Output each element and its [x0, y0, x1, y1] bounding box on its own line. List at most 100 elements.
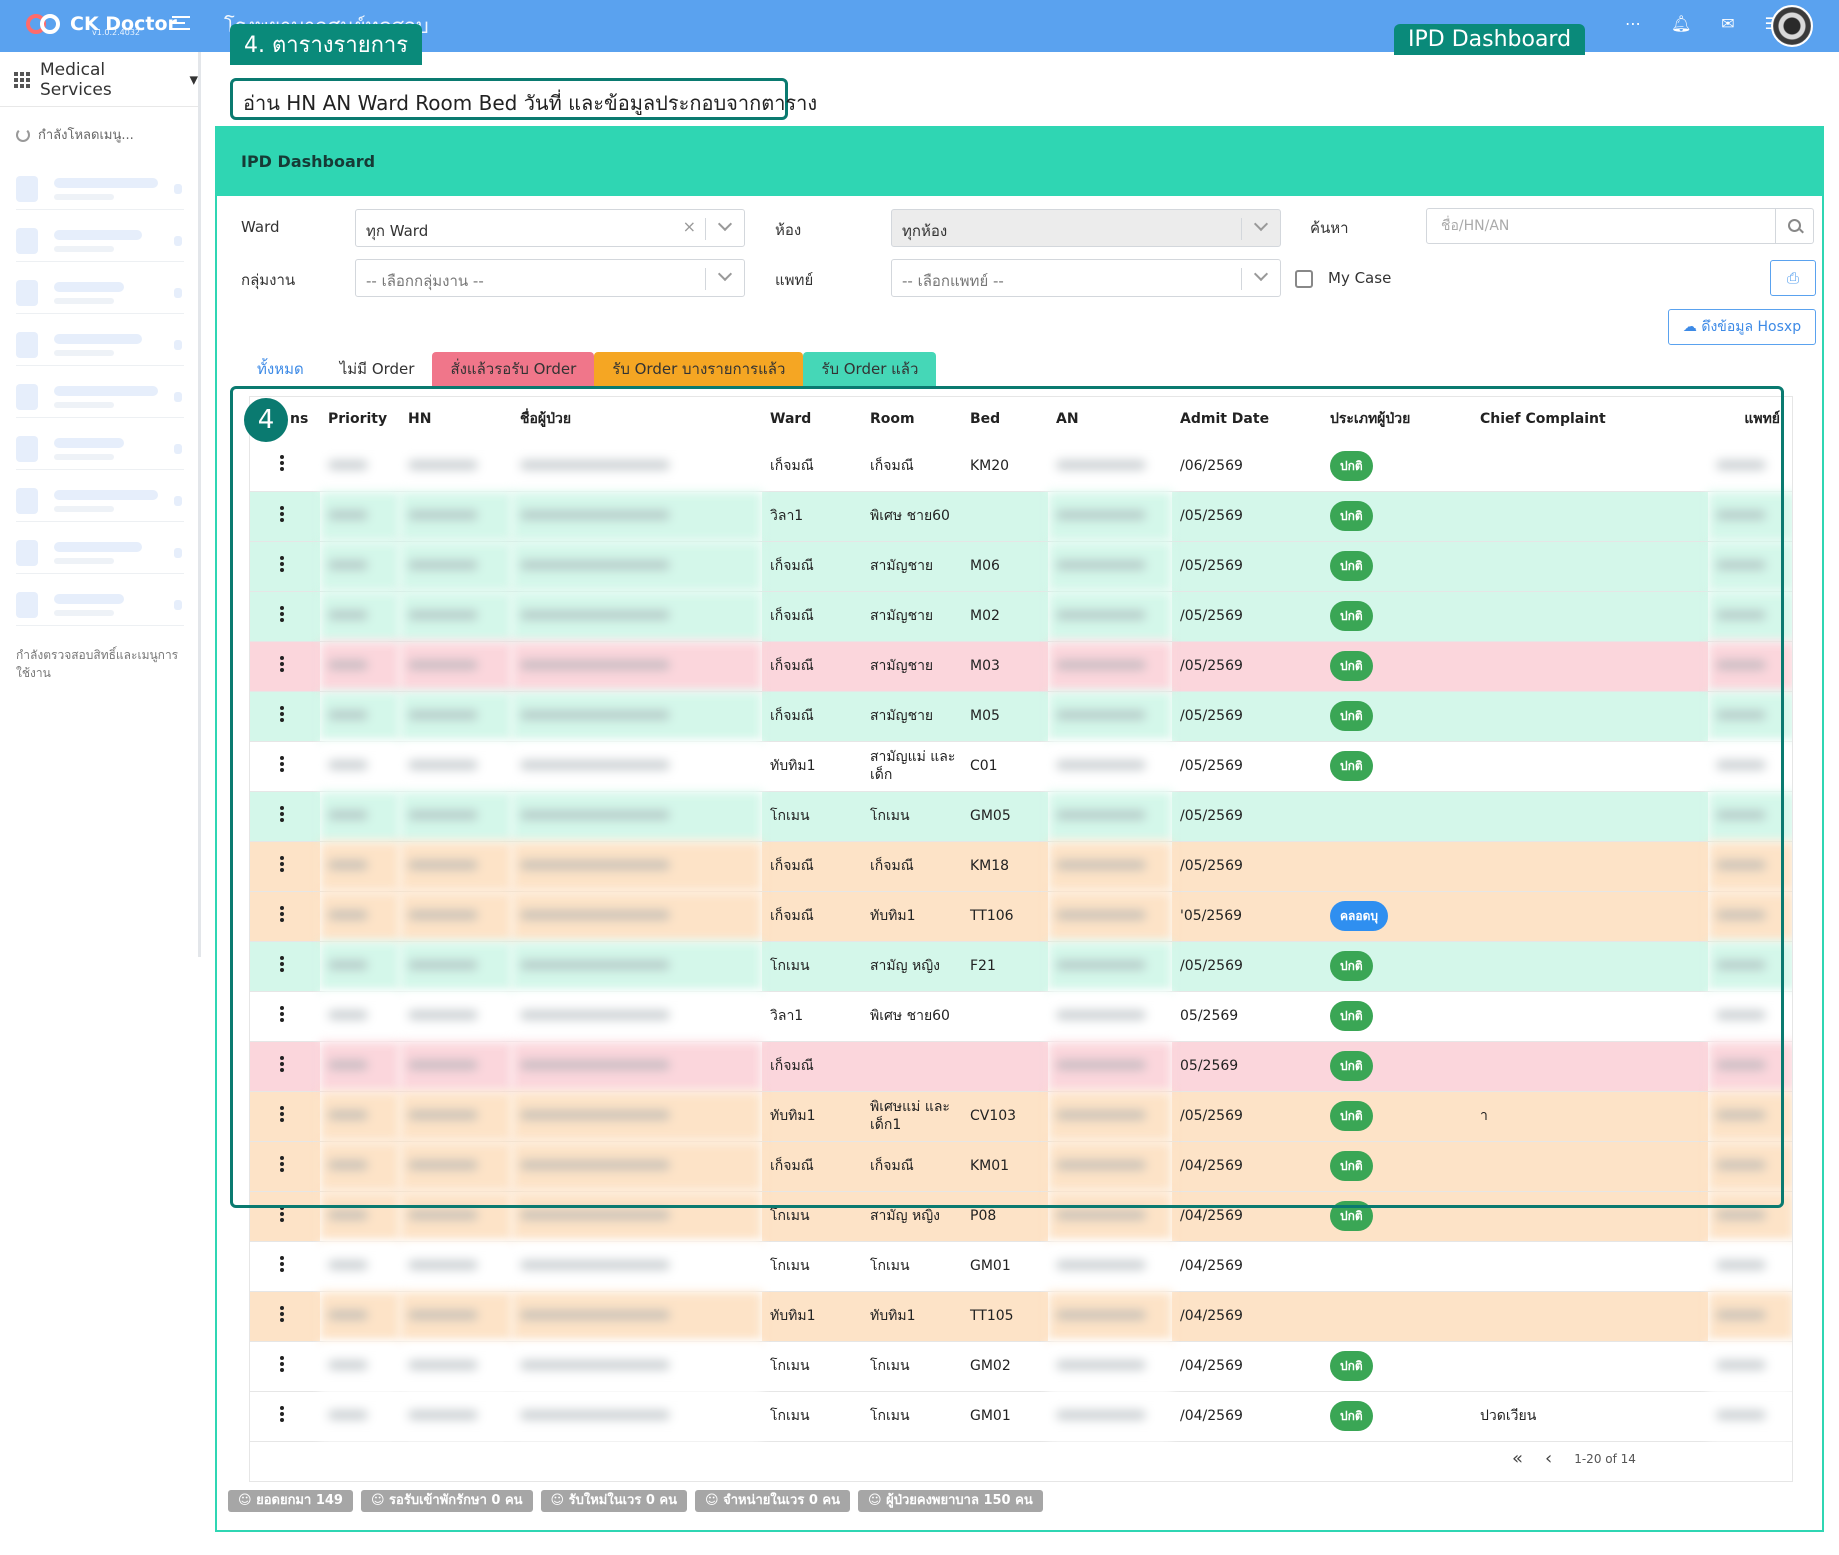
patient-table-container[interactable]: ns Priority HN ชื่อผู้ป่วย Ward Room Bed… [249, 396, 1793, 1482]
kebab-menu-icon[interactable] [280, 604, 284, 624]
tab-all[interactable]: ทั้งหมด [257, 360, 304, 378]
app-logo[interactable]: CK Doctor [26, 12, 177, 36]
ward-cell: เก็จมณี [762, 1141, 862, 1192]
room-cell: เก็จมณี [862, 441, 962, 492]
search-icon[interactable] [1775, 209, 1813, 243]
patient-name-cell [512, 641, 762, 692]
table-row[interactable]: ทับทิม1 พิเศษแม่ และเด็ก1 CV103/05/2569 ปกต… [250, 1091, 1792, 1142]
kebab-menu-icon[interactable] [280, 1054, 284, 1074]
clear-icon[interactable]: × [682, 217, 696, 236]
row-actions-cell [250, 841, 320, 892]
patient-name-cell [512, 991, 762, 1042]
hn-cell [400, 1041, 512, 1092]
admit-date-cell: 05/2569 [1172, 991, 1322, 1042]
kebab-menu-icon[interactable] [280, 854, 284, 874]
medical-services-menu[interactable]: Medical Services ▾ [14, 60, 198, 100]
annotation-table-outline [230, 386, 1784, 1208]
bell-icon[interactable]: 🔔︎ [1670, 14, 1692, 33]
table-row[interactable]: เก็จมณี สามัญชาย M02/05/2569 ปกติ [250, 591, 1792, 642]
kebab-menu-icon[interactable] [280, 1354, 284, 1374]
table-row[interactable]: โกเมน โกเมน GM01/04/2569 [250, 1241, 1792, 1292]
kebab-menu-icon[interactable] [280, 1004, 284, 1024]
more-icon[interactable]: ⋯ [1624, 14, 1641, 33]
column-header[interactable]: ประเภทผู้ป่วย [1322, 397, 1472, 441]
doctor-select[interactable]: -- เลือกแพทย์ -- [891, 259, 1281, 297]
kebab-menu-icon[interactable] [280, 904, 284, 924]
table-row[interactable]: ทับทิม1 ทับทิม1 TT105/04/2569 [250, 1291, 1792, 1342]
an-cell [1048, 691, 1172, 742]
column-header[interactable]: AN [1048, 397, 1172, 441]
kebab-menu-icon[interactable] [280, 453, 284, 473]
bed-cell [962, 1041, 1048, 1092]
menu-toggle-icon[interactable] [172, 16, 190, 32]
table-row[interactable]: ทับทิม1 สามัญแม่ และเด็ก C01/05/2569 ปกติ [250, 741, 1792, 792]
table-row[interactable]: เก็จมณี สามัญชาย M03/05/2569 ปกติ [250, 641, 1792, 692]
column-header[interactable]: แพทย์ [1708, 397, 1792, 441]
printer-icon: ⎙ [1786, 269, 1799, 287]
ward-cell: โกเมน [762, 1241, 862, 1292]
ward-cell: วิลา1 [762, 991, 862, 1042]
tab-pending-order[interactable]: สั่งแล้วรอรับ Order [432, 352, 595, 386]
priority-cell [320, 991, 400, 1042]
table-row[interactable]: วิลา1 พิเศษ ชาย60 05/2569 ปกติ [250, 991, 1792, 1042]
hn-cell [400, 841, 512, 892]
table-row[interactable]: วิลา1 พิเศษ ชาย60/05/2569 ปกติ [250, 491, 1792, 542]
row-actions-cell [250, 1141, 320, 1192]
prev-page-icon[interactable]: ‹ [1545, 1448, 1553, 1469]
mail-icon[interactable]: ✉ [1721, 14, 1735, 33]
room-select[interactable]: ทุกห้อง [891, 209, 1281, 247]
column-header[interactable]: Admit Date [1172, 397, 1322, 441]
column-header[interactable]: Priority [320, 397, 400, 441]
fetch-hosxp-button[interactable]: ☁ ดึงข้อมูล Hosxp [1668, 309, 1816, 345]
table-row[interactable]: เก็จมณี เก็จมณี KM18/05/2569 [250, 841, 1792, 892]
kebab-menu-icon[interactable] [280, 754, 284, 774]
chief-complaint-cell [1472, 1191, 1708, 1242]
table-row[interactable]: โกเมน สามัญ หญิง F21/05/2569 ปกติ [250, 941, 1792, 992]
kebab-menu-icon[interactable] [280, 804, 284, 824]
tab-partial-order[interactable]: รับ Order บางรายการแล้ว [594, 352, 804, 386]
table-row[interactable]: โกเมน สามัญ หญิง P08/04/2569 ปกติ [250, 1191, 1792, 1242]
column-header[interactable]: ชื่อผู้ป่วย [512, 397, 762, 441]
table-row[interactable]: เก็จมณี ทับทิม1 TT106 '05/2569 คลอดบุ [250, 891, 1792, 942]
my-case-checkbox[interactable] [1295, 270, 1313, 288]
column-header[interactable]: Ward [762, 397, 862, 441]
column-header[interactable]: Chief Complaint [1472, 397, 1708, 441]
table-row[interactable]: โกเมน โกเมน GM01/04/2569 ปกติ ปวดเวียน [250, 1391, 1792, 1442]
chief-complaint-cell [1472, 691, 1708, 742]
column-header[interactable]: Bed [962, 397, 1048, 441]
first-page-icon[interactable]: « [1512, 1448, 1524, 1469]
kebab-menu-icon[interactable] [280, 1104, 284, 1124]
tab-received-order[interactable]: รับ Order แล้ว [803, 352, 937, 386]
ward-cell: โกเมน [762, 941, 862, 992]
table-row[interactable]: เก็จมณี สามัญชาย M06/05/2569 ปกติ [250, 541, 1792, 592]
user-avatar[interactable] [1771, 5, 1813, 47]
ward-select[interactable]: ทุก Ward × [355, 209, 745, 247]
ward-cell: เก็จมณี [762, 891, 862, 942]
table-row[interactable]: โกเมน โกเมน GM02/04/2569 ปกติ [250, 1341, 1792, 1392]
an-cell [1048, 891, 1172, 942]
table-row[interactable]: เก็จมณี 05/2569 ปกติ [250, 1041, 1792, 1092]
tab-no-order[interactable]: ไม่มี Order [339, 360, 415, 378]
group-select[interactable]: -- เลือกกลุ่มงาน -- [355, 259, 745, 297]
kebab-menu-icon[interactable] [280, 954, 284, 974]
column-header[interactable]: Room [862, 397, 962, 441]
print-button[interactable]: ⎙ [1770, 260, 1816, 296]
kebab-menu-icon[interactable] [280, 704, 284, 724]
kebab-menu-icon[interactable] [280, 554, 284, 574]
kebab-menu-icon[interactable] [280, 654, 284, 674]
column-header[interactable]: HN [400, 397, 512, 441]
kebab-menu-icon[interactable] [280, 1404, 284, 1424]
stat-discharged: ☺ จำหน่ายในเวร 0 คน [695, 1490, 851, 1512]
table-row[interactable]: เก็จมณี เก็จมณี KM01/04/2569 ปกติ [250, 1141, 1792, 1192]
doctor-cell [1708, 591, 1792, 642]
an-cell [1048, 1141, 1172, 1192]
kebab-menu-icon[interactable] [280, 1154, 284, 1174]
table-row[interactable]: โกเมน โกเมน GM05/05/2569 [250, 791, 1792, 842]
search-input[interactable] [1427, 209, 1767, 243]
kebab-menu-icon[interactable] [280, 1254, 284, 1274]
kebab-menu-icon[interactable] [280, 1304, 284, 1324]
kebab-menu-icon[interactable] [280, 504, 284, 524]
table-row[interactable]: เก็จมณี สามัญชาย M05/05/2569 ปกติ [250, 691, 1792, 742]
menu-loading: กำลังโหลดเมนู... [16, 124, 134, 145]
table-row[interactable]: เก็จมณี เก็จมณี KM20/06/2569 ปกติ [250, 441, 1792, 492]
